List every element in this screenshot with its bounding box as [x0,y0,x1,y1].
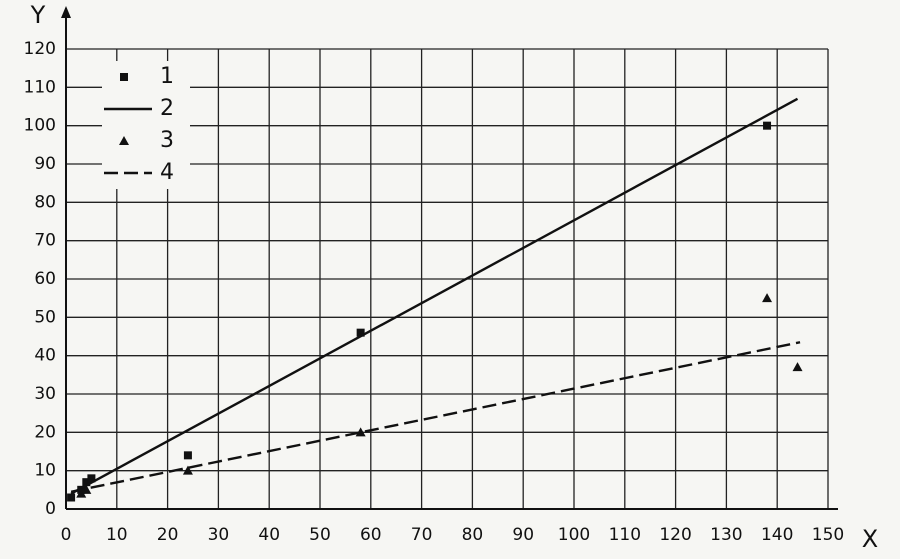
y-tick-label: 90 [34,154,56,174]
x-tick-label: 50 [309,525,331,545]
y-tick-label: 80 [34,192,56,212]
point [67,493,76,502]
legend-label: 4 [160,160,174,185]
y-tick-label: 50 [34,307,56,327]
point [81,484,92,494]
point [183,451,192,460]
point [182,465,193,475]
x-axis-label: X [862,525,878,553]
x-tick-label: 10 [106,525,128,545]
y-tick-label: 70 [34,231,56,251]
x-tick-label: 130 [710,525,742,545]
x-tick-label: 70 [411,525,433,545]
point [356,328,365,337]
x-tick-label: 150 [812,525,844,545]
x-tick-label: 0 [61,525,72,545]
point [82,478,91,487]
point [87,474,96,483]
y-tick-label: 100 [24,116,56,136]
x-tick-label: 40 [258,525,280,545]
x-tick-label: 30 [208,525,230,545]
x-tick-label: 20 [157,525,179,545]
x-tick-label: 60 [360,525,382,545]
x-tick-label: 140 [761,525,793,545]
y-axis-label: Y [30,1,46,29]
legend-box [102,61,190,189]
point [792,362,803,372]
y-tick-label: 20 [34,422,56,442]
y-tick-label: 10 [34,461,56,481]
y-tick-label: 40 [34,346,56,366]
legend-marker [119,136,129,145]
x-tick-label: 90 [512,525,534,545]
line [70,97,799,495]
x-tick-label: 80 [462,525,484,545]
point [762,293,773,303]
legend-label: 3 [160,128,174,153]
line [70,341,801,493]
y-tick-label: 120 [24,39,56,59]
x-tick-label: 110 [609,525,641,545]
legend: 1 2 3 4 [102,61,190,189]
point [763,121,772,130]
legend-label: 2 [160,96,174,121]
y-tick-label: 0 [45,499,56,519]
legend-marker [120,73,128,81]
point [76,488,87,498]
x-tick-label: 120 [659,525,691,545]
x-tick-label: 100 [558,525,590,545]
legend-label: 1 [160,64,174,89]
y-axis-arrow [61,6,71,18]
y-tick-label: 110 [24,77,56,97]
y-tick-label: 60 [34,269,56,289]
y-tick-label: 30 [34,384,56,404]
